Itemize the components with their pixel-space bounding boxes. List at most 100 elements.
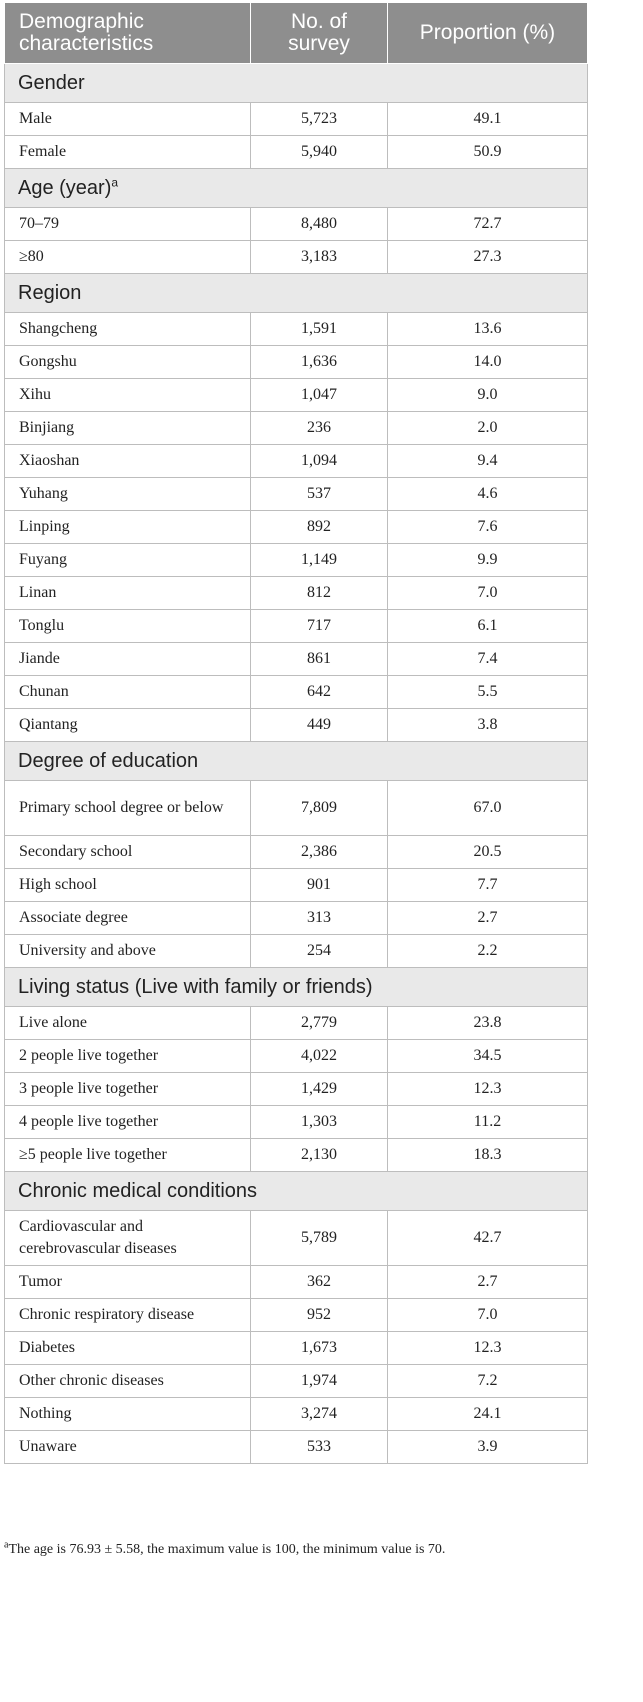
table-row: Fuyang 1,149 9.9 [4, 543, 588, 577]
section-title: Region [18, 281, 82, 304]
row-count: 449 [250, 708, 388, 742]
section-row: Degree of education [4, 741, 588, 781]
row-proportion: 42.7 [387, 1210, 588, 1266]
row-proportion: 7.7 [387, 868, 588, 902]
row-count: 861 [250, 642, 388, 676]
row-label: Secondary school [4, 835, 251, 869]
row-label: 4 people live together [4, 1105, 251, 1139]
footnote-text: The age is 76.93 ± 5.58, the maximum val… [8, 1542, 446, 1557]
row-count: 537 [250, 477, 388, 511]
row-count: 892 [250, 510, 388, 544]
row-count: 3,274 [250, 1397, 388, 1431]
row-label: 3 people live together [4, 1072, 251, 1106]
row-label: Unaware [4, 1430, 251, 1464]
row-label: Cardiovascular and cerebrovascular disea… [4, 1210, 251, 1266]
section-title-cell: Gender [4, 63, 588, 103]
row-label: Tumor [4, 1265, 251, 1299]
row-label: 2 people live together [4, 1039, 251, 1073]
row-label: Fuyang [4, 543, 251, 577]
row-count: 717 [250, 609, 388, 643]
row-count: 1,636 [250, 345, 388, 379]
table-row: Yuhang 537 4.6 [4, 477, 588, 511]
table-row: Xihu 1,047 9.0 [4, 378, 588, 412]
row-proportion: 20.5 [387, 835, 588, 869]
row-count: 1,149 [250, 543, 388, 577]
table-row: Female 5,940 50.9 [4, 135, 588, 169]
row-count: 3,183 [250, 240, 388, 274]
row-count: 5,723 [250, 102, 388, 136]
demographics-table: Demographic characteristics No. of surve… [4, 2, 588, 1464]
section-title: Age (year) [18, 176, 112, 199]
row-proportion: 50.9 [387, 135, 588, 169]
row-label: Linping [4, 510, 251, 544]
row-label: Chunan [4, 675, 251, 709]
table-row: 2 people live together 4,022 34.5 [4, 1039, 588, 1073]
table-header: Demographic characteristics No. of surve… [4, 2, 588, 64]
section-row: Gender [4, 63, 588, 103]
header-proportion: Proportion (%) [387, 2, 588, 64]
row-label: 70–79 [4, 207, 251, 241]
row-label: Chronic respiratory disease [4, 1298, 251, 1332]
section-title-superscript: a [111, 174, 119, 189]
table-row: Diabetes 1,673 12.3 [4, 1331, 588, 1365]
table-row: High school 901 7.7 [4, 868, 588, 902]
section-title: Degree of education [18, 749, 199, 772]
row-count: 5,940 [250, 135, 388, 169]
row-label: Nothing [4, 1397, 251, 1431]
table-row: Other chronic diseases 1,974 7.2 [4, 1364, 588, 1398]
row-label: Gongshu [4, 345, 251, 379]
table-row: Chronic respiratory disease 952 7.0 [4, 1298, 588, 1332]
table-row: Unaware 533 3.9 [4, 1430, 588, 1464]
section-title-cell: Age (year)a [4, 168, 588, 208]
row-count: 7,809 [250, 780, 388, 836]
header-row: Demographic characteristics No. of surve… [4, 2, 588, 64]
table-row: Live alone 2,779 23.8 [4, 1006, 588, 1040]
row-proportion: 12.3 [387, 1331, 588, 1365]
row-label: Binjiang [4, 411, 251, 445]
row-proportion: 9.9 [387, 543, 588, 577]
row-count: 2,130 [250, 1138, 388, 1172]
row-proportion: 2.7 [387, 1265, 588, 1299]
row-count: 1,047 [250, 378, 388, 412]
header-demographic-characteristics: Demographic characteristics [4, 2, 251, 64]
row-proportion: 12.3 [387, 1072, 588, 1106]
table-row: Jiande 861 7.4 [4, 642, 588, 676]
section-row: Living status (Live with family or frien… [4, 967, 588, 1007]
row-label: Xiaoshan [4, 444, 251, 478]
table-row: Gongshu 1,636 14.0 [4, 345, 588, 379]
row-proportion: 34.5 [387, 1039, 588, 1073]
row-proportion: 7.0 [387, 1298, 588, 1332]
row-count: 313 [250, 901, 388, 935]
row-label: Shangcheng [4, 312, 251, 346]
row-count: 1,673 [250, 1331, 388, 1365]
row-count: 533 [250, 1430, 388, 1464]
row-count: 1,094 [250, 444, 388, 478]
row-label: Male [4, 102, 251, 136]
row-proportion: 27.3 [387, 240, 588, 274]
row-count: 8,480 [250, 207, 388, 241]
table-row: Secondary school 2,386 20.5 [4, 835, 588, 869]
row-proportion: 2.0 [387, 411, 588, 445]
row-count: 4,022 [250, 1039, 388, 1073]
table-row: Shangcheng 1,591 13.6 [4, 312, 588, 346]
row-proportion: 14.0 [387, 345, 588, 379]
table-row: 70–79 8,480 72.7 [4, 207, 588, 241]
table-row: Linping 892 7.6 [4, 510, 588, 544]
section-row: Age (year)a [4, 168, 588, 208]
section-title: Chronic medical conditions [18, 1179, 258, 1202]
row-count: 952 [250, 1298, 388, 1332]
row-label: Qiantang [4, 708, 251, 742]
row-count: 5,789 [250, 1210, 388, 1266]
row-label: ≥80 [4, 240, 251, 274]
section-title-cell: Region [4, 273, 588, 313]
table-row: Linan 812 7.0 [4, 576, 588, 610]
section-title: Gender [18, 71, 85, 94]
table-row: Binjiang 236 2.0 [4, 411, 588, 445]
row-count: 362 [250, 1265, 388, 1299]
row-count: 642 [250, 675, 388, 709]
row-label: Jiande [4, 642, 251, 676]
row-label: Diabetes [4, 1331, 251, 1365]
section-title: Living status (Live with family or frien… [18, 975, 373, 998]
row-proportion: 2.2 [387, 934, 588, 968]
row-count: 1,429 [250, 1072, 388, 1106]
